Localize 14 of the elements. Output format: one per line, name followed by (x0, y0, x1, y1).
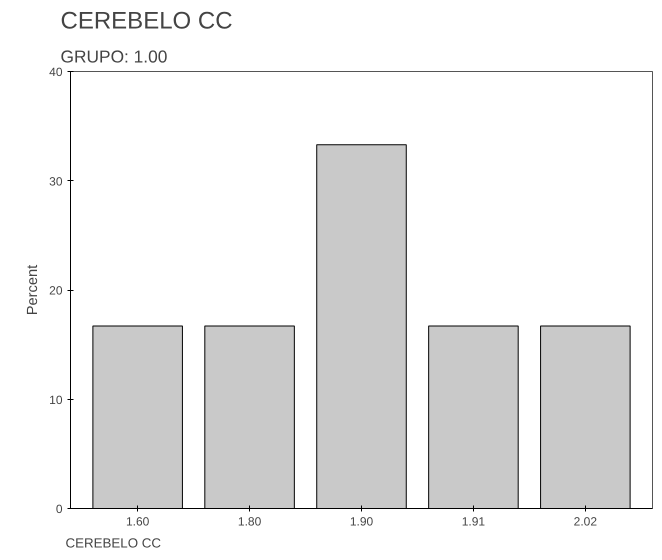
x-tick-label: 1.80 (238, 514, 262, 528)
x-tick-label: 1.90 (350, 514, 374, 528)
y-tick-label: 40 (49, 65, 63, 79)
chart-title: CEREBELO CC (60, 8, 233, 34)
x-tick-label: 1.91 (462, 514, 486, 528)
y-tick-label: 10 (49, 392, 63, 407)
y-tick-label: 20 (49, 284, 63, 298)
chart-subtitle: GRUPO: 1.00 (60, 46, 168, 66)
y-tick-label: 30 (49, 174, 63, 188)
x-axis-title: CEREBELO CC (66, 536, 162, 550)
y-axis-title: Percent (25, 264, 42, 316)
y-tick-label: 0 (56, 502, 63, 516)
x-tick-label: 1.60 (126, 514, 150, 528)
x-tick-label: 2.02 (574, 514, 598, 528)
